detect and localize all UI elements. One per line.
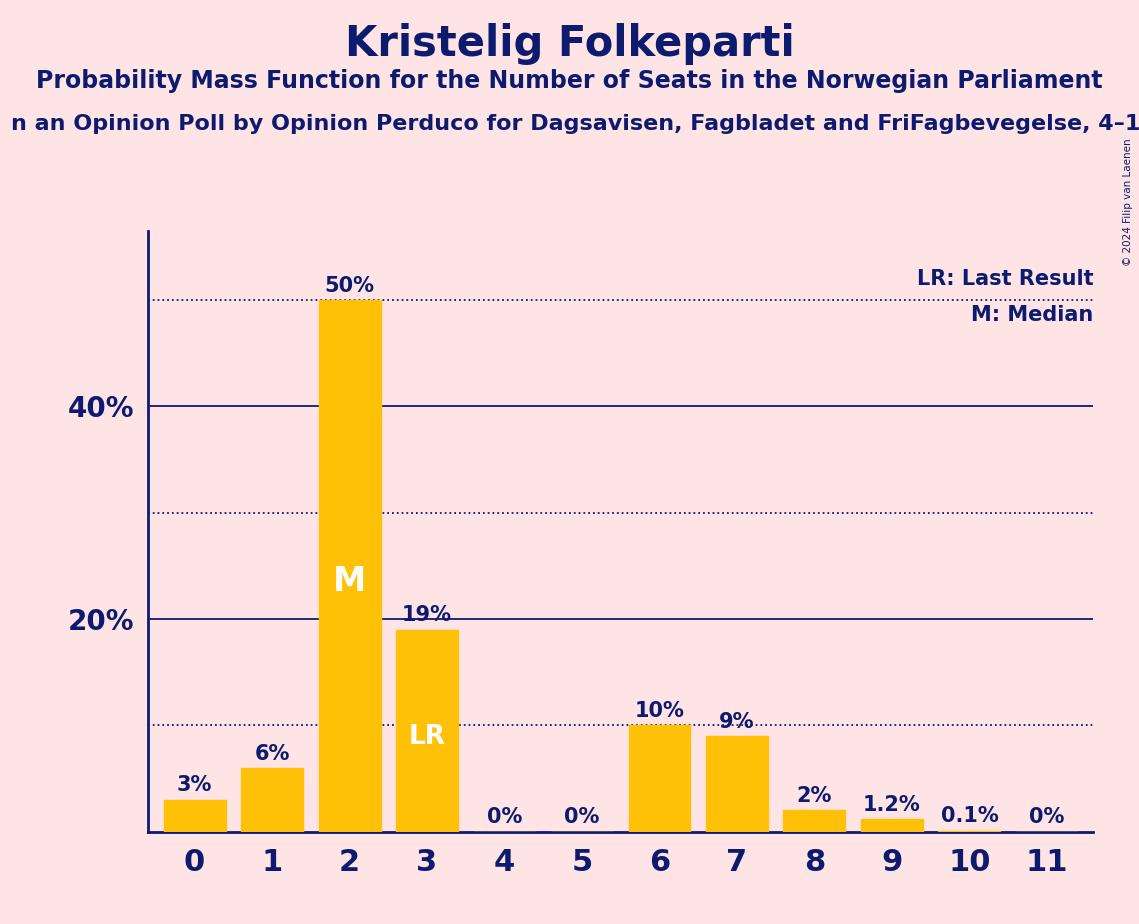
Text: LR: Last Result: LR: Last Result: [917, 269, 1093, 289]
Bar: [241, 768, 303, 832]
Text: 0%: 0%: [486, 808, 522, 827]
Text: n an Opinion Poll by Opinion Perduco for Dagsavisen, Fagbladet and FriFagbevegel: n an Opinion Poll by Opinion Perduco for…: [11, 114, 1139, 134]
Text: 6%: 6%: [254, 744, 289, 763]
Text: 9%: 9%: [719, 711, 755, 732]
Bar: [319, 300, 380, 832]
Text: M: M: [333, 565, 366, 599]
Text: © 2024 Filip van Laenen: © 2024 Filip van Laenen: [1123, 139, 1133, 266]
Text: 2%: 2%: [797, 786, 833, 806]
Text: 50%: 50%: [325, 276, 375, 296]
Text: 0.1%: 0.1%: [941, 807, 998, 826]
Text: 0%: 0%: [1030, 808, 1065, 827]
Text: 10%: 10%: [634, 701, 685, 721]
Text: Probability Mass Function for the Number of Seats in the Norwegian Parliament: Probability Mass Function for the Number…: [36, 69, 1103, 93]
Text: M: Median: M: Median: [972, 305, 1093, 324]
Text: LR: LR: [409, 723, 445, 749]
Text: 1.2%: 1.2%: [863, 795, 920, 815]
Text: 19%: 19%: [402, 605, 452, 626]
Bar: [861, 819, 923, 832]
Text: Kristelig Folkeparti: Kristelig Folkeparti: [345, 23, 794, 65]
Bar: [396, 629, 458, 832]
Bar: [706, 736, 768, 832]
Text: 0%: 0%: [564, 808, 600, 827]
Bar: [784, 810, 845, 832]
Bar: [164, 799, 226, 832]
Bar: [629, 725, 690, 832]
Text: 3%: 3%: [177, 775, 212, 796]
Bar: [939, 831, 1000, 832]
